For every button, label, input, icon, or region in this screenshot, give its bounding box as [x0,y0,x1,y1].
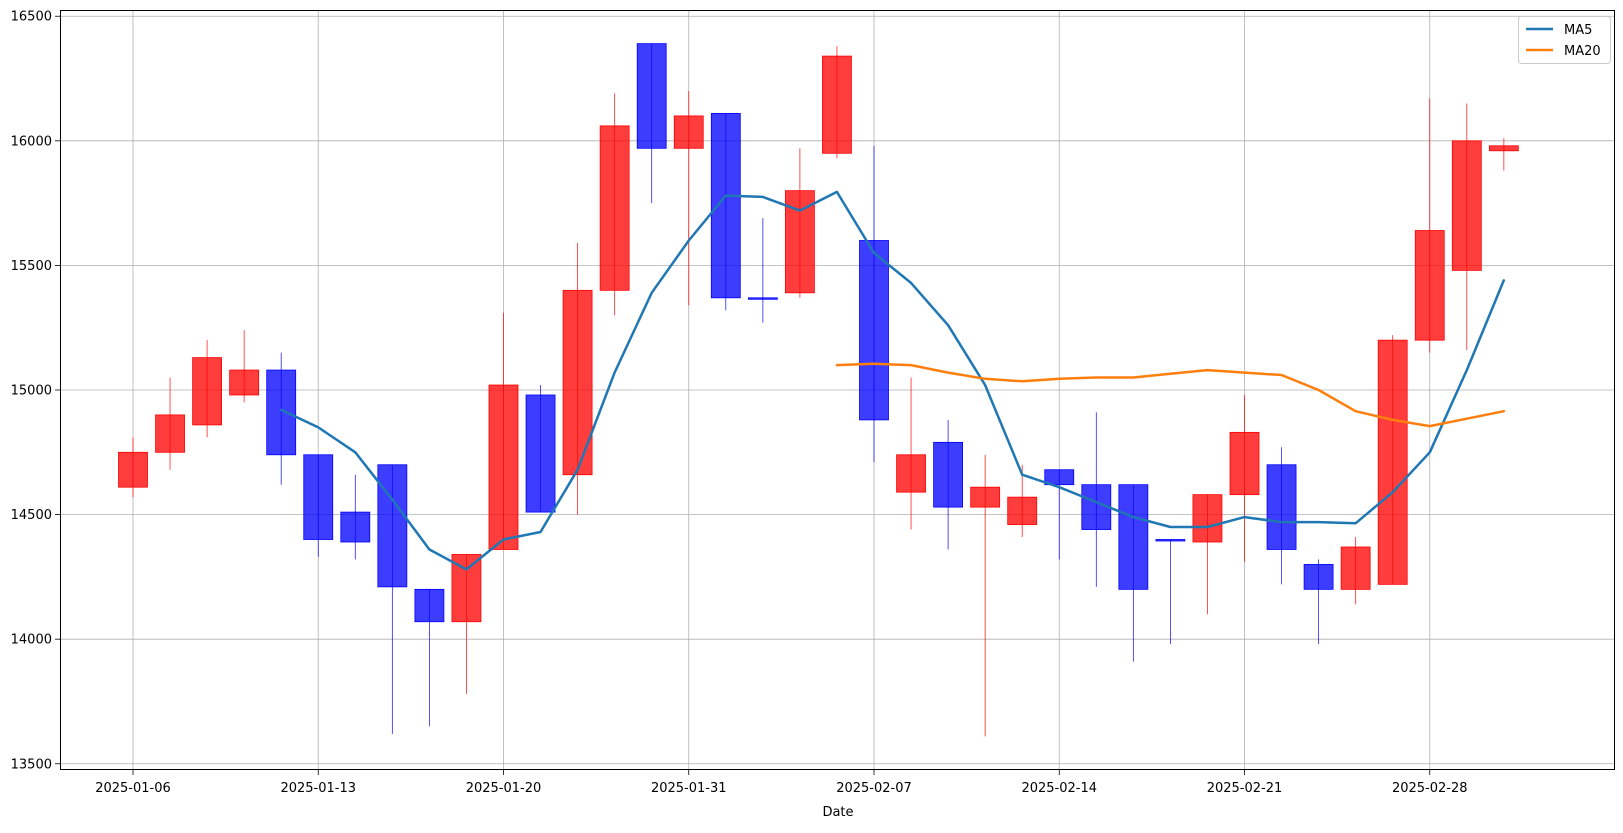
candle-body-up [1007,496,1038,525]
candle-body-up [1414,230,1445,341]
candle-body-down [266,369,297,456]
candle-body-up [155,414,185,453]
x-tick-label: 2025-02-28 [1392,781,1468,796]
candle-body-down [747,297,778,300]
candle-body-down [525,394,556,513]
x-tick-label: 2025-02-14 [1021,781,1097,796]
candle-bodies [118,43,1519,623]
candle-body-up [822,55,852,154]
y-tick-label: 15500 [11,259,52,274]
candle-body-down [859,240,889,421]
x-tick-label: 2025-01-06 [95,781,171,796]
candle-body-down [377,464,408,588]
plot-frame [60,10,1615,770]
x-tick-label: 2025-01-13 [280,781,356,796]
x-axis: 2025-01-06 2025-01-13 2025-01-20 2025-01-31… [95,770,1468,796]
candle-body-up [1488,145,1519,152]
candle-body-up [118,451,148,488]
candle-body-up [229,369,260,396]
y-tick-label: 14500 [11,508,52,523]
candle-body-up [488,384,519,550]
x-tick-label: 2025-02-21 [1207,781,1283,796]
candle-body-up [1451,140,1482,271]
candle-body-down [710,113,741,299]
candle-body-down [303,454,334,540]
candle-body-down [414,588,445,623]
candle-body-up [970,486,1001,508]
legend-ma20-label: MA20 [1564,44,1601,59]
x-tick-label: 2025-01-31 [651,781,727,796]
moving-average-lines [279,190,1506,571]
legend: MA5 MA20 [1518,16,1611,64]
candle-body-up [1377,339,1408,585]
candle-body-up [896,454,926,493]
candle-body-down [1155,539,1186,542]
x-axis-label: Date [822,805,853,820]
y-tick-label: 13500 [11,757,52,772]
candle-body-up [1340,546,1371,590]
y-tick-label: 15000 [11,384,52,399]
candle-body-up [673,115,704,149]
candle-body-down [1118,484,1149,590]
ma20-line [835,362,1506,428]
candle-body-down [1303,564,1334,590]
candle-body-down [933,441,963,508]
candle-body-up [451,554,482,623]
candle-body-up [1192,494,1223,543]
candle-body-down [1044,469,1075,486]
candle-body-down [636,43,667,149]
legend-ma5-label: MA5 [1564,23,1592,38]
y-tick-label: 16000 [11,134,52,149]
y-axis: 13500 14000 14500 15000 15500 16000 16500 [11,10,60,772]
candle-body-up [1229,431,1260,496]
candle-body-down [340,511,371,543]
ma5-line [279,190,1506,571]
x-tick-label: 2025-02-07 [836,781,912,796]
y-tick-label: 14000 [11,633,52,648]
y-tick-label: 16500 [11,10,52,25]
candle-body-up [599,125,630,291]
candle-body-up [562,289,593,476]
candle-body-up [192,357,223,426]
candle-body-down [1266,464,1297,550]
x-tick-label: 2025-01-20 [466,781,542,796]
